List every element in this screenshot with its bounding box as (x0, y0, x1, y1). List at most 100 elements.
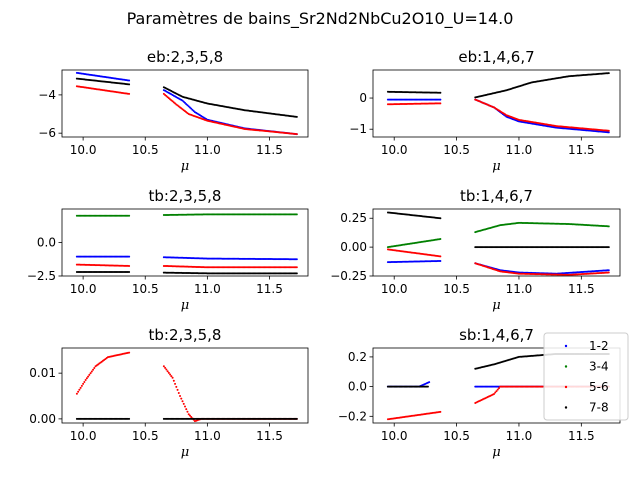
series-3-4 (75, 213, 298, 217)
legend-label: 5-6 (589, 380, 609, 394)
y-tick-label: 0.01 (29, 366, 56, 380)
data-point (494, 391, 497, 394)
data-point (186, 410, 189, 413)
panel-title: tb:1,4,6,7 (460, 187, 533, 205)
data-point (607, 246, 610, 249)
x-tick-label: 11.5 (568, 429, 595, 443)
y-tick-label: 0.0 (37, 236, 56, 250)
x-tick-label: 11.5 (256, 282, 283, 296)
data-point (167, 371, 170, 374)
data-point (439, 259, 442, 262)
data-point (607, 131, 610, 134)
y-tick-label: −4 (38, 88, 56, 102)
axes-frame (372, 69, 621, 138)
x-tick-label: 11.5 (568, 282, 595, 296)
data-point (128, 351, 131, 354)
data-point (493, 393, 496, 396)
data-point (295, 417, 298, 420)
y-tick-label: −0.2 (338, 409, 367, 423)
plot-area (75, 71, 298, 136)
data-point (88, 373, 91, 376)
series-7-8 (75, 417, 298, 420)
data-point (162, 365, 165, 368)
panel-1: eb:2,3,5,8 10.0 10.5 11.0 11.5 −6 −4 μ (38, 48, 309, 174)
axes-frame (61, 347, 309, 424)
data-point (79, 386, 82, 389)
data-point (496, 388, 499, 391)
data-point (92, 368, 95, 371)
y-tick-label: −2.5 (27, 269, 56, 283)
data-point (84, 379, 87, 382)
data-point (187, 413, 190, 416)
data-point (128, 264, 131, 267)
x-tick-label: 10.0 (70, 282, 97, 296)
series-5-6 (75, 85, 298, 136)
y-tick-label: −6 (38, 126, 56, 140)
data-point (497, 387, 500, 390)
series-5-6 (75, 351, 298, 423)
x-tick-label: 11.0 (194, 282, 221, 296)
data-point (295, 213, 298, 216)
data-point (80, 384, 83, 387)
x-tick-label: 11.5 (256, 429, 283, 443)
data-point (85, 377, 88, 380)
x-axis-label: μ (492, 159, 500, 174)
legend: 1-2 3-4 5-6 7-8 (543, 332, 629, 421)
legend-marker (564, 365, 568, 368)
x-tick-label: 10.5 (132, 282, 159, 296)
data-point (295, 272, 298, 275)
panel-3: tb:2,3,5,8 10.0 10.5 11.0 11.5 −2.5 0.0 μ (27, 187, 309, 313)
series-5-6 (386, 248, 610, 276)
data-point (495, 390, 498, 393)
data-point (439, 91, 442, 94)
data-point (607, 271, 610, 274)
y-tick-label: 0.0 (348, 380, 367, 394)
data-point (439, 410, 442, 413)
data-point (166, 370, 169, 373)
panel-5: tb:2,3,5,8 10.0 10.5 11.0 11.5 0.00 0.01 μ (29, 326, 309, 460)
axes-frame (372, 208, 621, 277)
x-tick-label: 10.0 (70, 143, 97, 157)
data-point (188, 414, 191, 417)
x-tick-label: 10.5 (443, 282, 470, 296)
data-point (295, 266, 298, 269)
series-1-2 (386, 259, 610, 275)
data-point (439, 255, 442, 258)
data-point (295, 133, 298, 136)
x-tick-label: 10.0 (381, 282, 408, 296)
panel-title: sb:1,4,6,7 (459, 326, 534, 344)
x-tick-label: 11.0 (506, 143, 533, 157)
y-tick-label: 0 (359, 91, 367, 105)
data-point (426, 385, 429, 388)
plot-area (75, 351, 298, 423)
data-point (439, 98, 442, 101)
data-point (607, 225, 610, 228)
legend-marker (564, 385, 568, 389)
plot-area (75, 213, 298, 275)
data-point (78, 388, 81, 391)
panel-4: tb:1,4,6,7 10.0 10.5 11.0 11.5 −0.25 0.00 0.25 μ (330, 187, 621, 313)
y-tick-label: 0.00 (340, 240, 367, 254)
data-point (177, 391, 180, 394)
data-point (428, 381, 431, 384)
data-point (190, 416, 193, 419)
data-point (128, 92, 131, 95)
series-5-6 (75, 263, 298, 269)
data-point (172, 379, 175, 382)
x-axis-label: μ (492, 298, 500, 313)
x-axis-label: μ (492, 445, 500, 460)
series-7-8 (75, 270, 298, 275)
x-tick-label: 11.0 (506, 429, 533, 443)
panel-title: tb:2,3,5,8 (149, 326, 222, 344)
series-3-4 (386, 221, 610, 249)
panel-title: eb:2,3,5,8 (147, 48, 223, 66)
data-point (174, 382, 177, 385)
data-point (90, 370, 93, 373)
data-point (128, 417, 131, 420)
x-tick-label: 11.0 (194, 429, 221, 443)
x-tick-label: 10.0 (70, 429, 97, 443)
data-point (170, 375, 173, 378)
data-point (176, 388, 179, 391)
panel-6: sb:1,4,6,7 10.0 10.5 11.0 11.5 −0.2 0.0 0.2 μ (338, 326, 621, 460)
